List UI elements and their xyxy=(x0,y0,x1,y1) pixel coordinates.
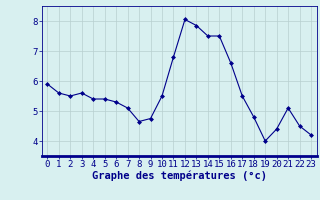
X-axis label: Graphe des températures (°c): Graphe des températures (°c) xyxy=(92,171,267,181)
